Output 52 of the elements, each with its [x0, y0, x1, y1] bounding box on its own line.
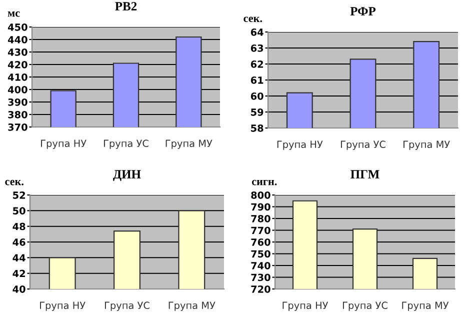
y-tick-label: 60 [250, 92, 264, 100]
y-tick-label: 63 [250, 44, 264, 52]
x-tick-label: Група МУ [404, 140, 450, 150]
y-axis-title: сек. [244, 16, 262, 22]
y-tick-label: 59 [251, 108, 264, 116]
y-tick-label: 720 [251, 285, 270, 293]
y-tick-label: 780 [251, 214, 270, 222]
y-tick-label: 800 [251, 191, 270, 199]
x-tick-label: Група УС [104, 140, 148, 149]
y-tick-label: 42 [12, 270, 25, 278]
y-tick-label: 370 [8, 123, 28, 131]
y-tick-label: 770 [251, 226, 270, 234]
x-tick-label: Група МУ [402, 302, 449, 311]
y-tick-label: 64 [250, 28, 264, 36]
y-tick-label: 790 [251, 203, 270, 211]
x-tick-label: Група УС [340, 140, 386, 150]
y-tick-label: 390 [8, 98, 28, 106]
y-tick-label: 750 [251, 250, 270, 258]
y-tick-label: 430 [8, 48, 28, 56]
y-tick-label: 61 [250, 76, 264, 84]
y-tick-label: 50 [13, 207, 26, 214]
x-tick-label: Група НУ [277, 140, 323, 150]
y-tick-label: 420 [8, 60, 28, 68]
y-tick-label: 380 [8, 110, 28, 118]
y-axis-title: мс [8, 11, 20, 17]
y-tick-label: 730 [251, 274, 270, 282]
y-tick-label: 40 [12, 285, 26, 293]
x-tick-label: Група НУ [41, 140, 86, 149]
x-tick-label: Група МУ [168, 302, 216, 311]
x-tick-label: Група УС [104, 302, 150, 311]
y-axis-title: сек. [5, 180, 24, 186]
y-tick-label: 450 [8, 23, 28, 31]
x-tick-label: Група НУ [282, 302, 328, 311]
y-tick-label: 44 [12, 254, 26, 262]
y-tick-label: 740 [251, 262, 270, 270]
y-tick-label: 52 [13, 191, 25, 199]
y-tick-label: 48 [12, 222, 26, 230]
chart-title: ДИН [113, 170, 141, 181]
chart-title: РВ2 [115, 2, 137, 10]
y-tick-label: 440 [8, 36, 28, 44]
y-tick-label: 410 [8, 73, 28, 81]
y-tick-label: 400 [8, 86, 28, 94]
y-tick-label: 760 [251, 238, 270, 246]
y-tick-label: 58 [251, 124, 264, 132]
y-tick-label: 62 [250, 60, 263, 68]
chart-title: ПГМ [350, 170, 380, 178]
x-tick-label: Група МУ [166, 140, 212, 149]
y-tick-label: 46 [12, 238, 26, 246]
x-tick-label: Група НУ [40, 302, 86, 311]
chart-title: РФР [350, 7, 376, 16]
x-tick-label: Група УС [342, 302, 388, 311]
y-axis-title: сигн. [252, 180, 277, 186]
